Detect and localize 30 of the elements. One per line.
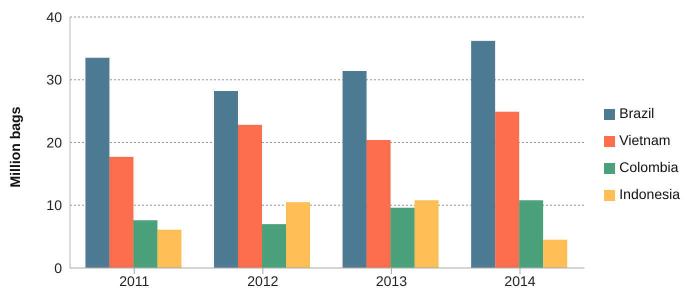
bar	[286, 202, 310, 268]
legend-label: Brazil	[619, 105, 654, 121]
bar	[157, 230, 182, 268]
x-tick-label: 2011	[119, 272, 150, 289]
x-tick-label: 2012	[247, 272, 279, 289]
bar	[342, 70, 367, 268]
bar	[495, 112, 520, 268]
y-tick-label: 40	[46, 8, 62, 25]
bar	[238, 124, 262, 268]
x-tick-label: 2013	[376, 272, 408, 289]
legend-label: Indonesia	[619, 186, 680, 202]
y-axis-title: Million bags	[6, 106, 23, 188]
legend-label: Vietnam	[619, 132, 670, 148]
y-tick-label: 0	[54, 260, 62, 276]
bar	[109, 156, 134, 268]
bar	[543, 240, 568, 268]
bar	[390, 208, 415, 268]
bar	[366, 140, 391, 268]
bar	[262, 224, 286, 268]
y-tick-label: 10	[46, 197, 62, 214]
legend-label: Colombia	[619, 159, 678, 175]
bar	[519, 200, 544, 268]
y-tick-label: 30	[46, 72, 62, 88]
x-tick-label: 2014	[504, 272, 536, 289]
y-tick-label: 20	[46, 134, 62, 150]
bar	[214, 91, 238, 268]
bar	[471, 40, 496, 268]
bar	[133, 220, 158, 268]
bar	[414, 200, 439, 268]
bar	[85, 58, 110, 268]
